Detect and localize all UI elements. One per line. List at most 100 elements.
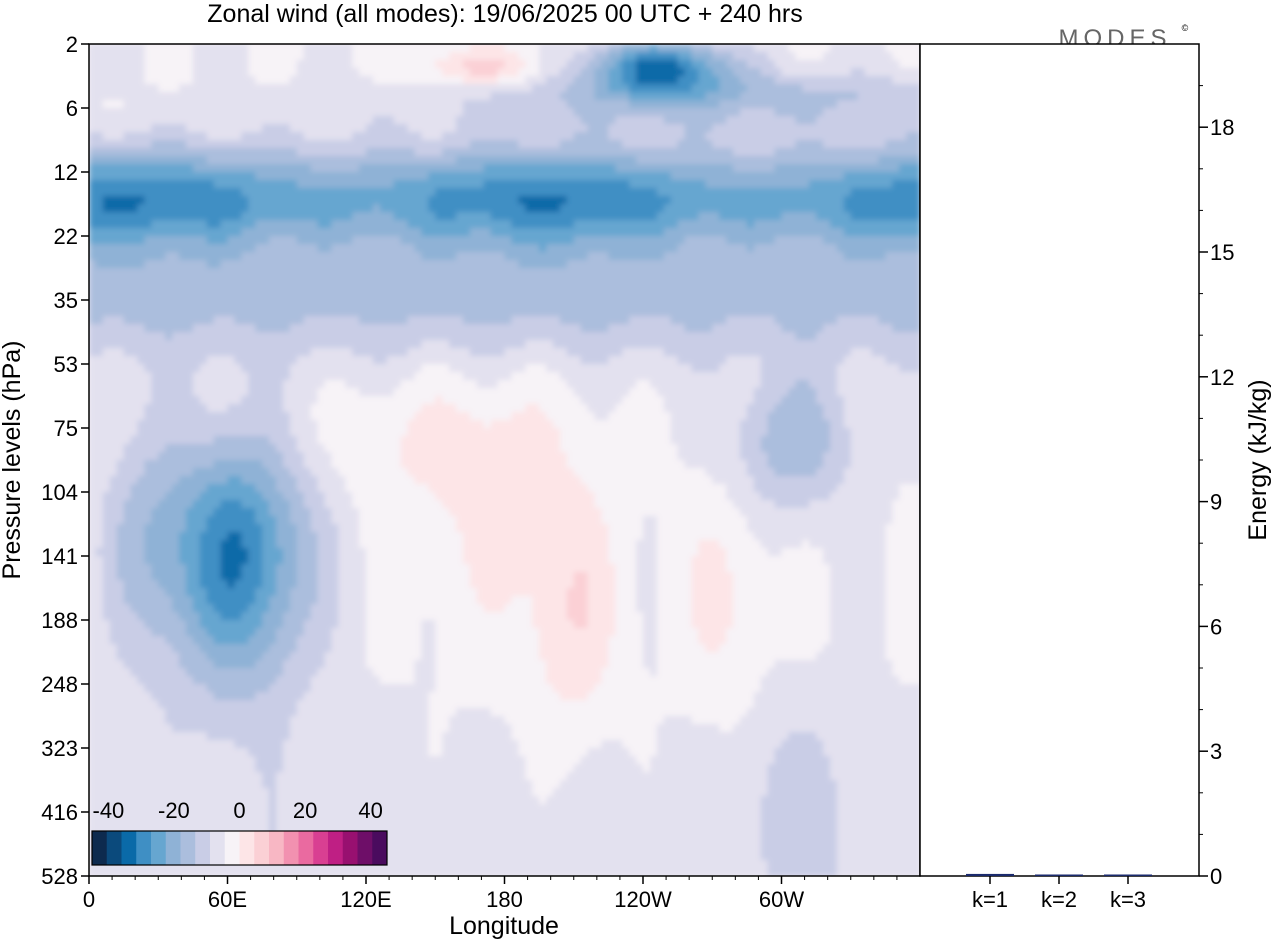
heatmap-cell [338, 316, 347, 325]
heatmap-cell [123, 76, 132, 85]
heatmap-cell [843, 76, 852, 85]
heatmap-cell [843, 236, 852, 245]
heatmap-cell [220, 172, 229, 181]
heatmap-cell [248, 252, 256, 261]
heatmap-cell [359, 140, 367, 149]
heatmap-cell [269, 180, 277, 189]
heatmap-cell [102, 340, 111, 349]
heatmap-cell [802, 196, 810, 205]
heatmap-cell [649, 148, 658, 157]
heatmap-cell [269, 340, 277, 349]
heatmap-cell [407, 76, 416, 85]
heatmap-cell [179, 84, 187, 93]
heatmap-cell [352, 340, 360, 349]
heatmap-cell [850, 236, 859, 245]
heatmap-cell [836, 100, 845, 109]
heatmap-cell [331, 236, 340, 245]
heatmap-cell [504, 76, 513, 85]
heatmap-cell [857, 156, 866, 165]
heatmap-cell [352, 116, 360, 125]
heatmap-cell [649, 220, 658, 229]
heatmap-cell [165, 76, 173, 85]
heatmap-cell [220, 268, 229, 277]
heatmap-cell [179, 204, 187, 213]
heatmap-cell [179, 76, 187, 85]
heatmap-cell [587, 236, 596, 245]
heatmap-cell [421, 348, 430, 357]
heatmap-cell [130, 140, 139, 149]
heatmap-cell [262, 284, 270, 293]
heatmap-cell [241, 292, 250, 301]
heatmap-cell [185, 252, 194, 261]
heatmap-cell [649, 228, 658, 237]
heatmap-cell [580, 284, 589, 293]
heatmap-cell [165, 132, 173, 141]
heatmap-cell [428, 84, 437, 93]
heatmap-cell [892, 124, 901, 133]
heatmap-cell [95, 364, 104, 373]
heatmap-cell [670, 116, 679, 125]
heatmap-cell [303, 252, 312, 261]
heatmap-cell [504, 268, 513, 277]
heatmap-cell [303, 372, 312, 381]
heatmap-cell [587, 292, 596, 301]
heatmap-cell [95, 188, 104, 197]
heatmap-cell [594, 132, 603, 141]
heatmap-cell [781, 236, 790, 245]
heatmap-cell [442, 204, 450, 213]
heatmap-cell [144, 100, 153, 109]
heatmap-cell [199, 156, 208, 165]
heatmap-cell [712, 308, 720, 317]
heatmap-cell [483, 228, 492, 237]
heatmap-cell [303, 196, 312, 205]
heatmap-cell [213, 364, 222, 373]
heatmap-cell [871, 356, 880, 365]
heatmap-cell [753, 108, 762, 117]
heatmap-cell [608, 204, 617, 213]
heatmap-cell [594, 356, 603, 365]
heatmap-cell [483, 300, 492, 309]
heatmap-cell [649, 172, 658, 181]
heatmap-cell [393, 172, 402, 181]
heatmap-cell [248, 300, 256, 309]
heatmap-cell [359, 172, 367, 181]
heatmap-cell [698, 268, 707, 277]
heatmap-cell [206, 356, 215, 365]
heatmap-cell [158, 284, 166, 293]
heatmap-cell [573, 204, 582, 213]
heatmap-cell [130, 284, 139, 293]
heatmap-cell [400, 92, 409, 101]
heatmap-cell [137, 324, 146, 333]
heatmap-cell [739, 284, 748, 293]
heatmap-cell [760, 68, 769, 77]
heatmap-cell [490, 60, 499, 69]
heatmap-cell [414, 300, 423, 309]
heatmap-cell [615, 268, 624, 277]
heatmap-cell [760, 332, 769, 341]
heatmap-cell [643, 244, 651, 253]
heatmap-cell [829, 180, 838, 189]
heatmap-cell [442, 316, 450, 325]
heatmap-cell [165, 92, 173, 101]
heatmap-cell [116, 204, 125, 213]
heatmap-cell [511, 84, 520, 93]
heatmap-cell [566, 316, 575, 325]
heatmap-cell [123, 260, 132, 269]
heatmap-cell [760, 164, 769, 173]
heatmap-cell [795, 276, 804, 285]
heatmap-cell [823, 340, 831, 349]
heatmap-cell [476, 204, 485, 213]
heatmap-cell [338, 76, 347, 85]
heatmap-cell [428, 204, 437, 213]
heatmap-cell [885, 228, 894, 237]
heatmap-cell [594, 196, 603, 205]
heatmap-cell [241, 124, 250, 133]
heatmap-cell [843, 356, 852, 365]
heatmap-cell [165, 188, 173, 197]
heatmap-cell [137, 84, 146, 93]
heatmap-cell [629, 212, 637, 221]
heatmap-cell [414, 148, 423, 157]
heatmap-cell [601, 172, 610, 181]
heatmap-cell [857, 100, 866, 109]
heatmap-cell [483, 236, 492, 245]
